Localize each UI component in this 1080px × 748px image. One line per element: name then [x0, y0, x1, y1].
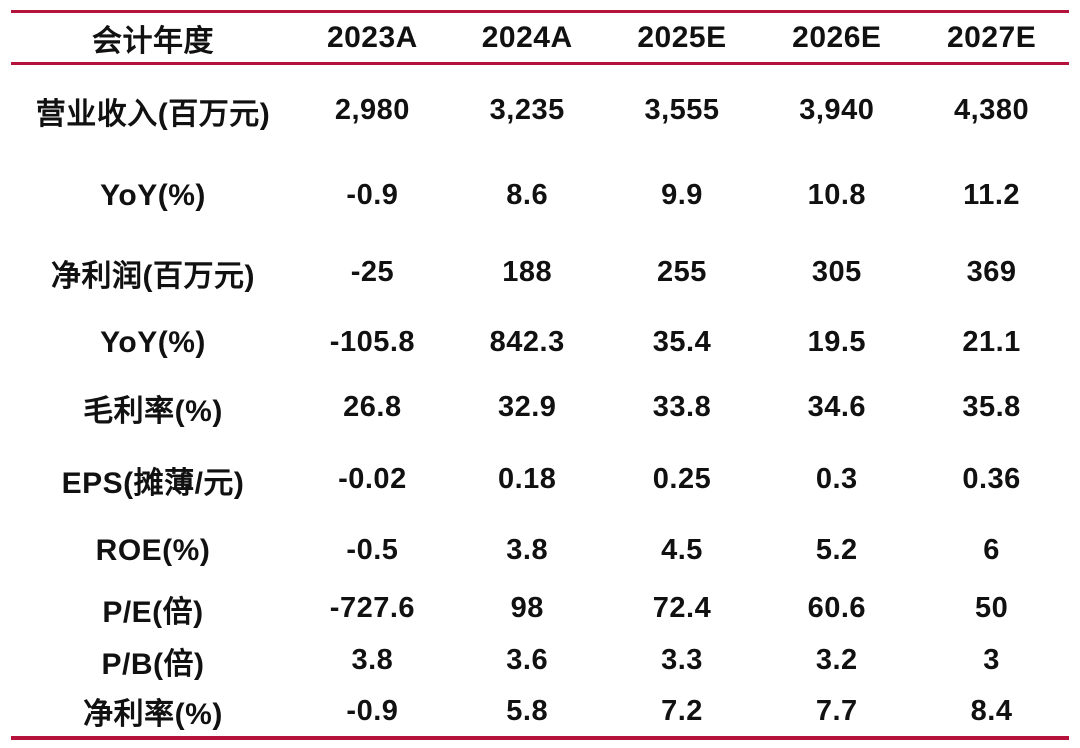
header-cell-2026e: 2026E — [792, 20, 882, 54]
table-row-revenue: 营业收入(百万元) 2,980 3,235 3,555 3,940 4,380 — [11, 64, 1069, 157]
data-cell: 369 — [966, 256, 1017, 288]
row-label-revenue-yoy: YoY(%) — [100, 178, 206, 212]
data-cell: 34.6 — [807, 391, 867, 423]
data-cell: -0.02 — [338, 463, 407, 495]
header-cell-2027e: 2027E — [946, 20, 1037, 54]
data-cell: 60.6 — [807, 592, 867, 624]
data-cell: 4,380 — [954, 94, 1030, 127]
header-row: 会计年度 2023A 2024A 2025E 2026E 2027E — [11, 12, 1069, 64]
table-row-revenue-yoy: YoY(%) -0.9 8.6 9.9 10.8 11.2 — [11, 157, 1069, 235]
table-row-gross-margin: 毛利率(%) 26.8 32.9 33.8 34.6 35.8 — [11, 375, 1069, 441]
table-row-eps: EPS(摊薄/元) -0.02 0.18 0.25 0.3 0.36 — [11, 441, 1069, 519]
row-label-pb: P/B(倍) — [101, 647, 205, 681]
data-cell: 98 — [510, 592, 544, 624]
header-cell-2024a: 2024A — [481, 20, 573, 54]
data-cell: 3 — [983, 644, 1000, 676]
data-cell: 21.1 — [962, 326, 1021, 358]
row-label-pe: P/E(倍) — [102, 595, 204, 629]
data-cell: 3.2 — [815, 644, 858, 676]
data-cell: 8.4 — [970, 694, 1013, 727]
data-cell: -0.9 — [346, 179, 399, 211]
data-cell: 7.2 — [661, 694, 703, 727]
table-row-net-margin: 净利率(%) -0.9 5.8 7.2 7.7 8.4 — [11, 687, 1069, 738]
data-cell: 3,555 — [644, 94, 720, 127]
data-cell: 2,980 — [334, 94, 410, 127]
data-cell: 50 — [974, 592, 1009, 624]
row-label-roe: ROE(%) — [95, 533, 211, 567]
data-cell: 32.9 — [497, 391, 557, 423]
table-row-pe: P/E(倍) -727.6 98 72.4 60.6 50 — [11, 583, 1069, 635]
data-cell: 188 — [502, 256, 553, 288]
data-cell: 10.8 — [807, 179, 867, 211]
data-cell: 5.2 — [815, 534, 858, 566]
data-cell: 4.5 — [661, 534, 703, 566]
data-cell: 6 — [983, 534, 1000, 566]
data-cell: 3.8 — [506, 534, 549, 566]
header-cell-2023a: 2023A — [326, 20, 418, 54]
data-cell: 33.8 — [652, 391, 712, 423]
data-cell: 72.4 — [652, 592, 712, 624]
row-label-net-margin: 净利率(%) — [83, 698, 223, 731]
row-label-revenue: 营业收入(百万元) — [35, 97, 271, 131]
data-cell: -0.9 — [346, 694, 399, 727]
table-row-pb: P/B(倍) 3.8 3.6 3.3 3.2 3 — [11, 635, 1069, 687]
row-label-net-profit: 净利润(百万元) — [51, 259, 255, 293]
data-cell: 11.2 — [963, 179, 1021, 211]
data-cell: 3,940 — [799, 94, 875, 127]
data-cell: 3.8 — [351, 644, 394, 676]
row-label-gross-margin: 毛利率(%) — [83, 394, 223, 428]
data-cell: 8.6 — [506, 179, 549, 211]
data-cell: 5.8 — [506, 694, 549, 727]
data-cell: 3.3 — [661, 644, 703, 676]
data-cell: 19.5 — [807, 326, 867, 358]
data-cell: 3,235 — [489, 94, 565, 127]
data-cell: 3.6 — [506, 644, 549, 676]
data-cell: 255 — [657, 256, 707, 288]
data-cell: 26.8 — [343, 391, 402, 423]
table-row-net-profit: 净利润(百万元) -25 188 255 305 369 — [11, 235, 1069, 311]
data-cell: -105.8 — [329, 326, 416, 358]
financial-forecast-table-wrap: 会计年度 2023A 2024A 2025E 2026E 2027E 营业收入(… — [11, 10, 1069, 740]
data-cell: 0.3 — [815, 463, 858, 495]
header-cell-2025e: 2025E — [637, 20, 727, 54]
table-row-net-profit-yoy: YoY(%) -105.8 842.3 35.4 19.5 21.1 — [11, 311, 1069, 375]
data-cell: 9.9 — [661, 179, 703, 211]
data-cell: -25 — [350, 256, 395, 288]
table-row-roe: ROE(%) -0.5 3.8 4.5 5.2 6 — [11, 519, 1069, 583]
data-cell: 7.7 — [815, 694, 858, 727]
data-cell: 35.4 — [652, 326, 712, 358]
data-cell: -0.5 — [346, 534, 399, 566]
data-cell: 842.3 — [489, 326, 565, 358]
data-cell: 305 — [811, 256, 862, 288]
header-cell-fiscal-year: 会计年度 — [92, 24, 214, 58]
data-cell: 0.36 — [962, 463, 1021, 495]
data-cell: 0.18 — [497, 463, 557, 495]
data-cell: 35.8 — [962, 391, 1021, 423]
data-cell: -727.6 — [329, 592, 416, 624]
data-cell: 0.25 — [652, 463, 712, 495]
financial-forecast-table: 会计年度 2023A 2024A 2025E 2026E 2027E 营业收入(… — [11, 10, 1069, 740]
row-label-eps: EPS(摊薄/元) — [61, 466, 245, 500]
row-label-net-profit-yoy: YoY(%) — [100, 325, 206, 359]
